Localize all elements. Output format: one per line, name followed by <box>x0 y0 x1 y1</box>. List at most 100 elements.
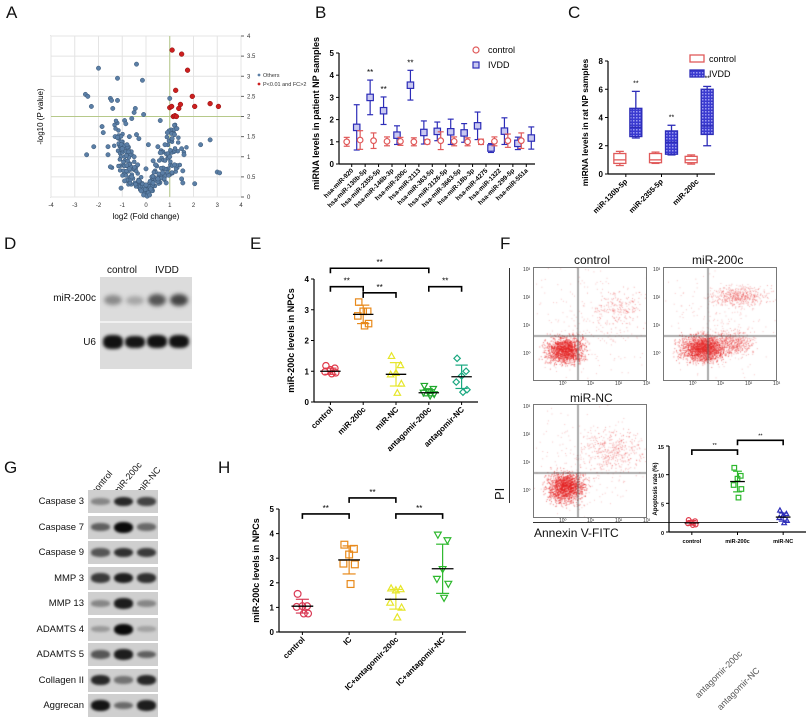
blot-row-label: Collagen II <box>38 674 84 686</box>
flow-cytometry-panel: PI Annexin V-FITC control miR-200c miR-N… <box>490 230 806 550</box>
flow-plot-title: miR-200c <box>692 253 744 267</box>
data-point-others <box>148 186 154 192</box>
blot-row-label: MMP 13 <box>48 598 84 609</box>
x-tick-label: IC <box>342 635 354 647</box>
data-point-others <box>119 146 125 152</box>
flow-y-tick-label: 10¹ <box>523 323 531 329</box>
y-tick-label: 3 <box>305 306 310 315</box>
data-point <box>364 319 373 328</box>
data-point <box>339 559 348 568</box>
data-point-others <box>134 132 139 138</box>
y-axis-label: miR-200c levels in NPCs <box>251 518 261 623</box>
data-point-others <box>141 112 147 117</box>
blot-band <box>137 626 156 632</box>
x-tick-label: -1 <box>120 203 126 209</box>
data-point <box>452 377 461 387</box>
y-tick-label: 0.5 <box>247 175 256 181</box>
blot-band <box>103 335 123 349</box>
data-point-others <box>100 130 106 136</box>
blot-row-label: Caspase 3 <box>38 496 84 507</box>
data-point-control <box>464 138 471 146</box>
data-point <box>783 510 790 517</box>
legend-marker <box>257 82 261 86</box>
data-point-others <box>115 97 120 103</box>
blot-band <box>125 336 145 348</box>
data-point <box>462 367 471 376</box>
data-point <box>442 537 452 546</box>
data-point-others <box>131 110 137 115</box>
flow-y-tick-label: 10⁰ <box>653 351 661 357</box>
panel-label-f: F <box>500 234 511 253</box>
blot-strip <box>88 643 158 666</box>
data-point-others <box>172 162 177 168</box>
data-point-ivdd <box>487 144 495 152</box>
blot-band <box>91 548 110 557</box>
y-tick-label: 4 <box>305 275 310 284</box>
legend-label: IVDD <box>709 69 731 79</box>
blot-band <box>114 623 133 635</box>
significance-bracket <box>428 285 463 292</box>
panel-label-h: H <box>218 458 231 477</box>
flow-x-tick-label: 10⁰ <box>559 381 567 387</box>
data-point <box>292 602 301 611</box>
data-point-others <box>91 144 97 150</box>
y-tick-label: 10 <box>658 474 664 480</box>
flow-xlabel: Annexin V-FITC <box>534 526 619 540</box>
blot-band <box>137 573 156 583</box>
significance-marker: ** <box>380 85 386 94</box>
data-point-others <box>162 176 167 182</box>
data-point <box>458 388 467 397</box>
y-tick-label: 4 <box>599 114 604 123</box>
data-point-others <box>172 122 177 128</box>
data-point-others <box>164 130 170 136</box>
data-point-others <box>132 106 138 111</box>
data-point-others <box>181 152 187 158</box>
panel-label-d: D <box>4 234 17 253</box>
data-point-others <box>155 144 161 150</box>
flow-y-tick-label: 10⁰ <box>523 488 531 494</box>
data-point <box>354 312 362 320</box>
data-point <box>730 482 737 488</box>
data-point <box>327 369 336 378</box>
data-point-others <box>111 143 117 149</box>
blot-strip <box>88 566 158 590</box>
data-point <box>346 580 355 589</box>
x-tick-label: 2 <box>192 203 196 209</box>
y-tick-label: 4 <box>270 530 275 539</box>
data-point <box>776 506 784 513</box>
blot-strip <box>88 541 158 564</box>
significance-bracket <box>736 439 784 446</box>
blot-band <box>91 650 110 659</box>
data-point-others <box>115 75 120 81</box>
x-tick-label: -3 <box>72 203 78 209</box>
data-point-others <box>121 159 126 165</box>
x-tick-label: 3 <box>216 203 220 209</box>
data-point-others <box>99 124 105 130</box>
legend-label: IVDD <box>488 60 510 70</box>
blot-row-label: Caspase 9 <box>38 547 84 558</box>
data-point-others <box>175 140 181 145</box>
data-point-others <box>162 158 168 163</box>
flow-x-tick-label: 10¹ <box>587 518 595 524</box>
data-point-ivdd <box>406 81 415 89</box>
flow-scatter-mir200c <box>663 267 777 381</box>
x-tick-label: 0 <box>144 203 148 209</box>
data-point-others <box>129 116 135 121</box>
data-point <box>391 585 401 594</box>
data-point-control <box>437 137 445 145</box>
data-point <box>331 368 340 377</box>
y-tick-label: 4 <box>330 71 335 80</box>
x-axis-label: log2 (Fold change) <box>113 212 180 221</box>
data-point <box>432 575 442 584</box>
data-point-others <box>85 93 91 99</box>
data-point <box>453 354 462 363</box>
data-point-others <box>118 185 124 191</box>
apoptosis-rate-chart: 0 5 10 15 control miR-200c miR-NC ** ** Apoptosis… <box>653 433 806 545</box>
data-point-others <box>157 150 163 156</box>
data-point <box>360 321 369 330</box>
data-point-others <box>174 126 180 132</box>
significance-marker: ** <box>416 504 422 513</box>
blot-band <box>169 335 189 348</box>
x-tick-label: miR-200c <box>336 405 368 437</box>
blot-band <box>91 600 110 607</box>
